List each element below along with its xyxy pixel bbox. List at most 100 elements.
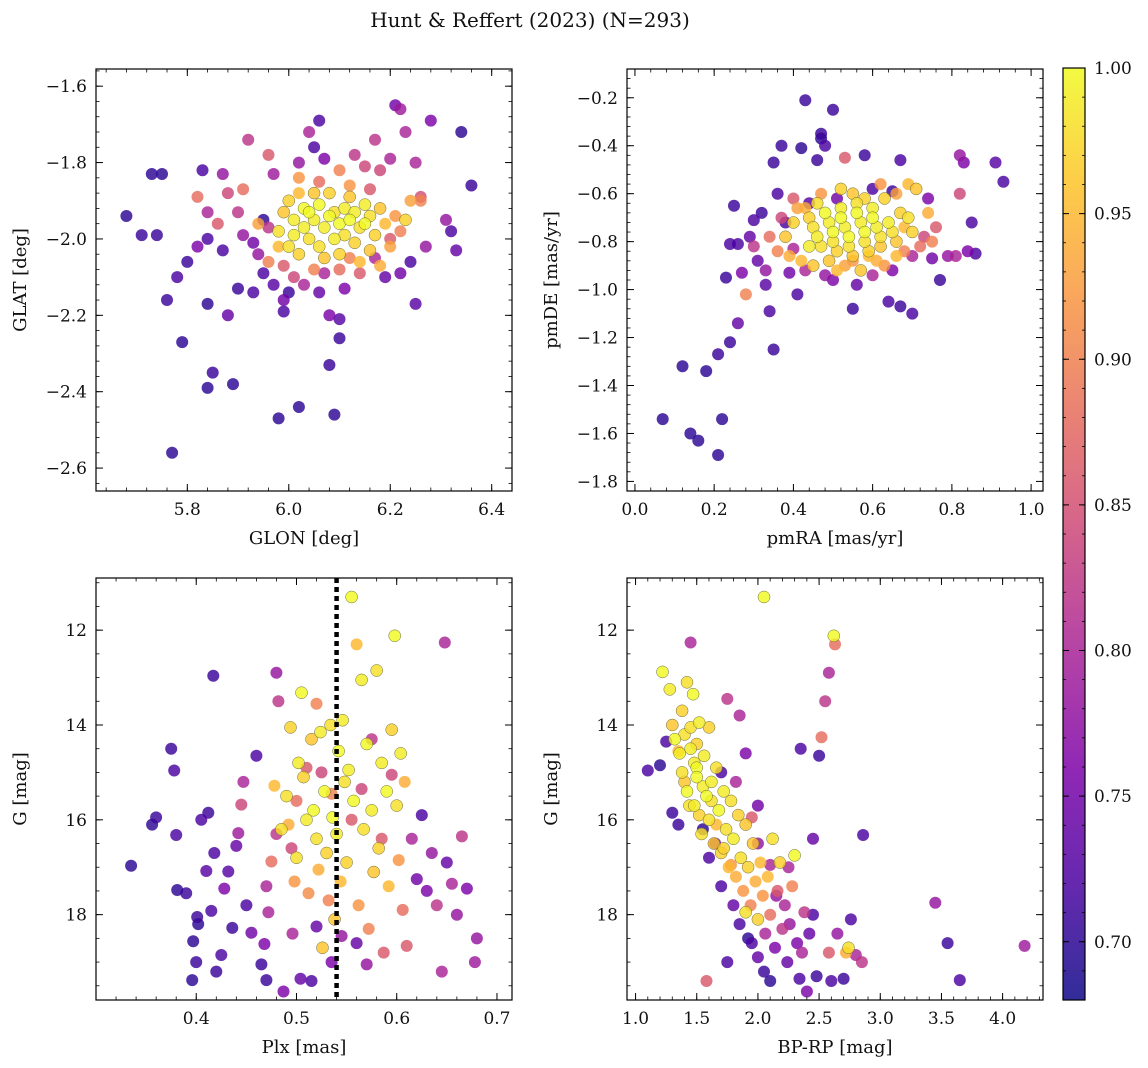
scatter-point bbox=[737, 884, 750, 897]
scatter-point bbox=[764, 858, 777, 871]
scatter-point bbox=[312, 863, 325, 876]
scatter-point bbox=[368, 228, 382, 242]
scatter-point bbox=[894, 154, 907, 167]
colorbar-tick-label: 0.80 bbox=[1094, 642, 1132, 662]
y-tick-label: 14 bbox=[65, 716, 87, 736]
scatter-point bbox=[232, 206, 244, 219]
x-axis-label: BP-RP [mag] bbox=[777, 1037, 892, 1058]
scatter-point bbox=[286, 927, 299, 940]
scatter-point bbox=[734, 851, 748, 865]
scatter-point bbox=[641, 764, 654, 777]
x-axis-label: Plx [mas] bbox=[262, 1037, 347, 1058]
scatter-point bbox=[312, 240, 326, 253]
scatter-point bbox=[216, 244, 229, 257]
scatter-point bbox=[338, 775, 351, 789]
scatter-point bbox=[318, 221, 331, 234]
scatter-point bbox=[307, 804, 320, 817]
scatter-point bbox=[866, 269, 879, 282]
scatter-point bbox=[831, 264, 843, 277]
scatter-point bbox=[237, 229, 250, 242]
scatter-point bbox=[221, 309, 234, 322]
scatter-point bbox=[221, 187, 234, 200]
scatter-point bbox=[340, 856, 353, 869]
scatter-point bbox=[930, 221, 942, 234]
scatter-point bbox=[420, 884, 433, 897]
scatter-point bbox=[272, 225, 285, 238]
scatter-point bbox=[333, 332, 346, 345]
scatter-point bbox=[763, 305, 776, 318]
scatter-point bbox=[287, 271, 300, 284]
scatter-point bbox=[338, 282, 351, 295]
scatter-point bbox=[379, 271, 392, 284]
scatter-point bbox=[668, 732, 681, 746]
y-tick-label: −2.2 bbox=[46, 306, 87, 326]
scatter-point bbox=[312, 198, 326, 211]
scatter-point bbox=[181, 255, 194, 268]
scatter-point bbox=[277, 259, 290, 272]
scatter-point bbox=[379, 217, 392, 230]
scatter-point bbox=[310, 920, 323, 933]
scatter-point bbox=[1018, 939, 1031, 952]
scatter-point bbox=[735, 266, 748, 279]
scatter-point bbox=[934, 274, 946, 286]
scatter-point bbox=[343, 213, 356, 227]
scatter-point bbox=[731, 238, 744, 250]
scatter-point bbox=[815, 187, 828, 200]
scatter-point bbox=[926, 252, 939, 265]
scatter-point bbox=[717, 842, 730, 855]
scatter-point bbox=[716, 413, 729, 426]
x-tick-label: 0.4 bbox=[183, 1009, 210, 1029]
scatter-point bbox=[262, 255, 275, 268]
y-tick-label: −1.8 bbox=[577, 472, 618, 492]
y-tick-label: −1.2 bbox=[577, 329, 618, 349]
scatter-point bbox=[438, 636, 451, 649]
scatter-point bbox=[787, 192, 800, 205]
scatter-point bbox=[909, 182, 923, 196]
scatter-point bbox=[724, 336, 736, 349]
scatter-point bbox=[323, 359, 336, 371]
scatter-point bbox=[929, 896, 942, 909]
scatter-point bbox=[675, 704, 689, 718]
scatter-point bbox=[343, 252, 356, 264]
scatter-point bbox=[260, 880, 273, 893]
scatter-point bbox=[732, 808, 745, 822]
scatter-point bbox=[343, 179, 356, 192]
scatter-point bbox=[771, 245, 784, 258]
scatter-point bbox=[819, 695, 832, 708]
scatter-point bbox=[783, 266, 796, 279]
scatter-point bbox=[364, 183, 376, 196]
scatter-point bbox=[171, 884, 184, 896]
scatter-point bbox=[362, 922, 375, 935]
scatter-point bbox=[906, 307, 919, 320]
scatter-point bbox=[826, 225, 840, 239]
scatter-point bbox=[807, 832, 819, 845]
scatter-point bbox=[764, 908, 777, 921]
scatter-point bbox=[822, 254, 836, 268]
scatter-point bbox=[914, 240, 927, 253]
scatter-point bbox=[201, 232, 214, 245]
scatter-point bbox=[305, 732, 318, 746]
x-tick-label: 0.4 bbox=[780, 500, 807, 520]
scatter-point bbox=[783, 250, 796, 262]
scatter-point bbox=[135, 229, 148, 242]
scatter-point bbox=[392, 854, 405, 867]
scatter-point bbox=[415, 809, 428, 822]
y-tick-label: 16 bbox=[65, 811, 87, 831]
scatter-point bbox=[922, 206, 935, 219]
y-tick-label: −1.4 bbox=[577, 377, 618, 397]
scatter-point bbox=[190, 956, 203, 969]
y-tick-label: 14 bbox=[596, 716, 618, 736]
scatter-point bbox=[721, 692, 734, 705]
scatter-point bbox=[302, 205, 316, 219]
scatter-point bbox=[345, 813, 358, 826]
scatter-point bbox=[842, 230, 856, 244]
scatter-point bbox=[318, 152, 331, 165]
y-axis-label: G [mag] bbox=[541, 752, 562, 825]
scatter-point bbox=[688, 799, 701, 812]
scatter-point bbox=[761, 870, 774, 883]
scatter-point bbox=[890, 187, 903, 200]
colorbar: 0.70 0.75 0.80 0.85 0.90 0.95 1.00 bbox=[1062, 59, 1132, 1001]
scatter-point bbox=[882, 216, 895, 229]
scatter-point bbox=[450, 244, 463, 257]
scatter-point bbox=[196, 164, 209, 177]
